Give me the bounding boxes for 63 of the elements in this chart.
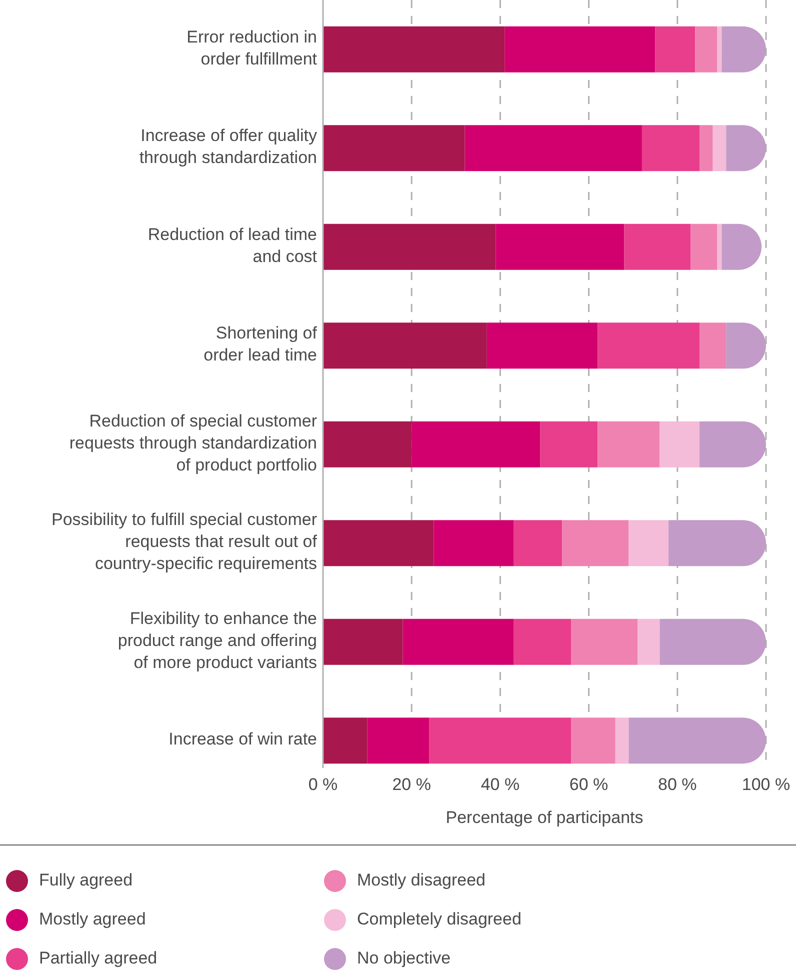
x-tick-label: 100 % [742,775,790,794]
bar [323,421,412,468]
bar [504,26,656,72]
legend-label: Mostly disagreed [357,870,486,890]
legend-label: Partially agreed [39,948,158,968]
bar [624,224,691,270]
bar [660,618,766,665]
bar [717,26,722,72]
bar [496,224,624,270]
bar [323,618,403,665]
bar [367,718,430,764]
bar [323,718,368,764]
bar [628,718,766,764]
bar [486,322,598,369]
bar [638,618,660,665]
bar [690,224,718,270]
bar [323,224,496,270]
bar [429,718,572,764]
legend-label: No objective [357,948,451,968]
bar [434,520,514,566]
bar [402,618,514,665]
bar [323,322,487,369]
y-tick-label: Possibility to fulfill special customer requests that result out of country-specific requirements [52,510,318,574]
bar [562,520,629,566]
x-tick-label: 20 % [392,775,431,794]
x-tick-label: 0 % [308,775,338,794]
bar [700,322,726,369]
bar [513,618,572,665]
bar [628,520,669,566]
y-tick-label: Shortening of order lead time [204,324,318,366]
y-tick-label: Error reduction in order fulfillment [186,28,318,69]
x-axis-title: Percentage of participants [446,808,644,827]
legend-label: Completely disagreed [357,909,522,928]
bar [464,125,642,172]
bar [571,618,638,665]
y-tick-label: Reduction of lead time and cost [148,225,318,266]
bar [598,322,700,369]
bar [513,520,562,566]
bar [717,224,722,270]
y-tick-label: Increase of offer quality through standardization [139,126,318,168]
y-tick-label: Increase of win rate [168,730,317,750]
legend-label: Mostly agreed [39,909,146,928]
bar [615,718,629,764]
y-tick-label: Reduction of special customer requests through standardization of product portfolio [69,412,318,475]
bar [323,125,465,172]
bar [700,125,713,172]
bar [323,26,505,72]
bar [712,125,726,172]
y-tick-label: Flexibility to enhance the product range and offering of more product variants [118,609,317,672]
bar [668,520,766,566]
x-tick-label: 40 % [480,775,520,794]
bar [540,421,598,468]
x-tick-label: 80 % [658,775,697,794]
bar [655,26,696,72]
bar [642,125,700,172]
bar [412,421,540,468]
bar [660,421,700,468]
x-tick-label: 60 % [569,775,608,794]
bar [323,520,434,566]
bar [695,26,718,72]
bar [571,718,616,764]
bar [598,421,660,468]
legend-label: Fully agreed [39,870,133,890]
